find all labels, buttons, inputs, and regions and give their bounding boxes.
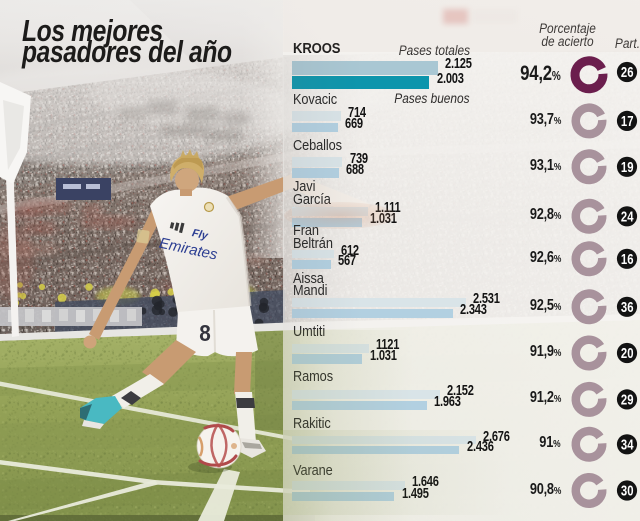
svg-text:8: 8 <box>199 320 211 346</box>
svg-text:Fly: Fly <box>191 227 210 242</box>
